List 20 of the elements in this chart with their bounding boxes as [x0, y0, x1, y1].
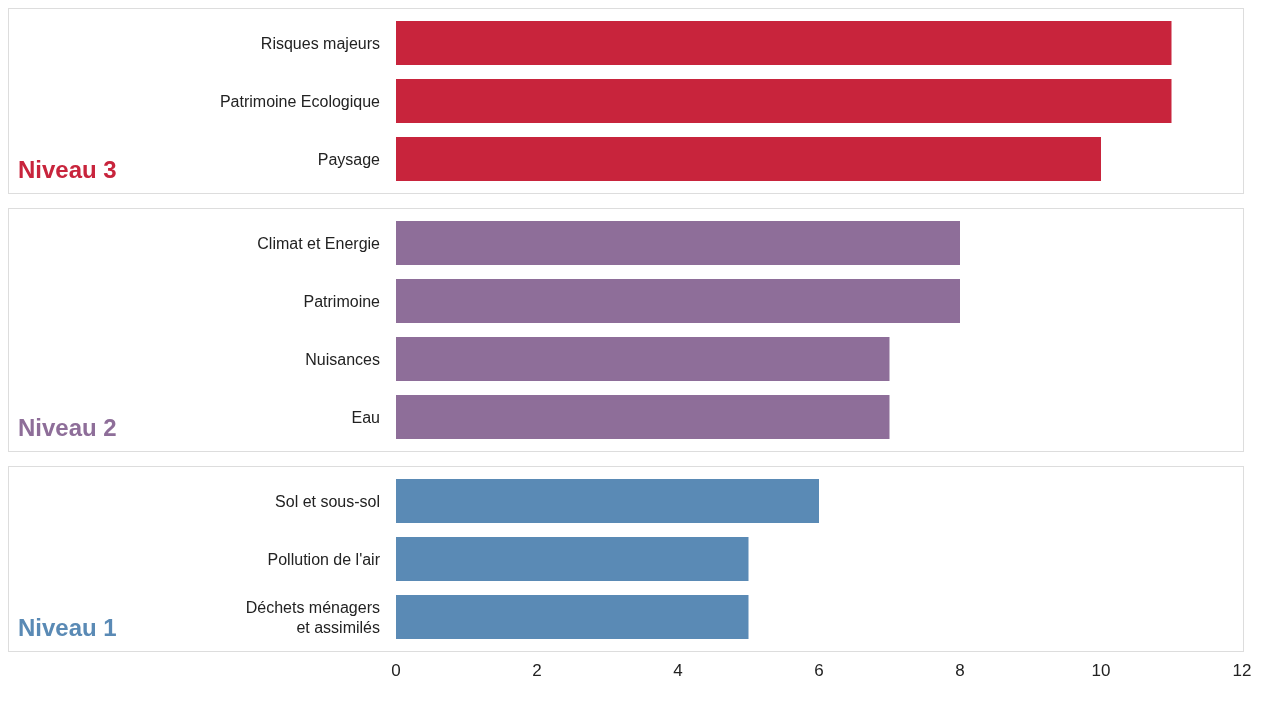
x-tick-label: 8: [955, 661, 965, 681]
text: Niveau 2: [18, 414, 117, 442]
x-tick-label: 0: [391, 661, 401, 681]
y-tick-label: Risques majeurs: [260, 34, 380, 52]
x-tick-label: 12: [1232, 661, 1252, 681]
y-tick-label: Pollution de l'air: [267, 550, 381, 568]
x-tick-label: 2: [532, 661, 542, 681]
y-tick-label: Paysage: [317, 150, 381, 168]
y-tick-label: Déchets ménagers et assimilés: [245, 598, 380, 636]
y-tick-label: Nuisances: [305, 350, 380, 368]
x-tick-label: 4: [673, 661, 683, 681]
y-tick-label: Eau: [351, 408, 380, 426]
y-tick-label: Patrimoine: [303, 292, 381, 310]
x-tick-label: 6: [814, 661, 824, 681]
text: Niveau 3: [18, 156, 117, 184]
y-tick-label: Patrimoine Ecologique: [219, 92, 381, 110]
x-tick-label: 10: [1091, 661, 1111, 681]
y-tick-label: Climat et Energie: [257, 234, 381, 252]
y-tick-label: Sol et sous-sol: [275, 492, 380, 510]
text: Niveau 1: [18, 614, 117, 642]
